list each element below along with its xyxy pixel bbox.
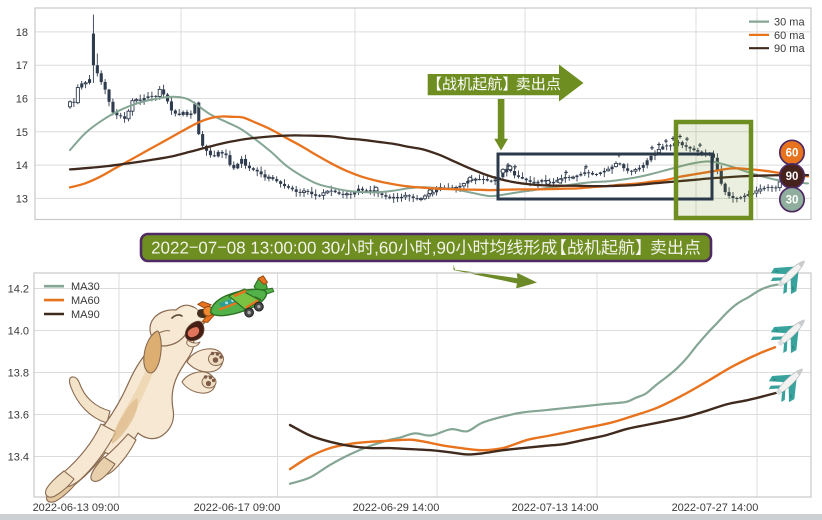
svg-text:13.8: 13.8 (8, 368, 29, 380)
svg-text:2022-06-29 14:00: 2022-06-29 14:00 (353, 502, 440, 514)
svg-text:90 ma: 90 ma (774, 43, 805, 55)
svg-text:13.4: 13.4 (8, 452, 29, 464)
svg-text:MA90: MA90 (71, 309, 100, 321)
svg-text:2022-06-13 09:00: 2022-06-13 09:00 (33, 502, 120, 514)
svg-text:18: 18 (16, 27, 28, 39)
svg-text:30: 30 (786, 195, 799, 207)
svg-text:MA30: MA30 (71, 281, 100, 293)
svg-text:13.6: 13.6 (8, 410, 29, 422)
svg-text:15: 15 (16, 127, 28, 139)
svg-text:2022-07-27 14:00: 2022-07-27 14:00 (672, 502, 759, 514)
svg-text:60: 60 (786, 148, 799, 160)
svg-text:13: 13 (16, 193, 28, 205)
svg-text:17: 17 (16, 60, 28, 72)
svg-text:14.2: 14.2 (8, 284, 29, 296)
svg-text:60 ma: 60 ma (774, 30, 805, 42)
svg-text:90: 90 (786, 171, 799, 183)
svg-text:MA60: MA60 (71, 295, 100, 307)
svg-text:16: 16 (16, 94, 28, 106)
svg-text:14: 14 (16, 160, 28, 172)
svg-text:30 ma: 30 ma (774, 17, 805, 29)
svg-text:2022-07-13 14:00: 2022-07-13 14:00 (512, 502, 599, 514)
svg-text:2022-06-17 09:00: 2022-06-17 09:00 (194, 502, 281, 514)
svg-text:14.0: 14.0 (8, 326, 29, 338)
